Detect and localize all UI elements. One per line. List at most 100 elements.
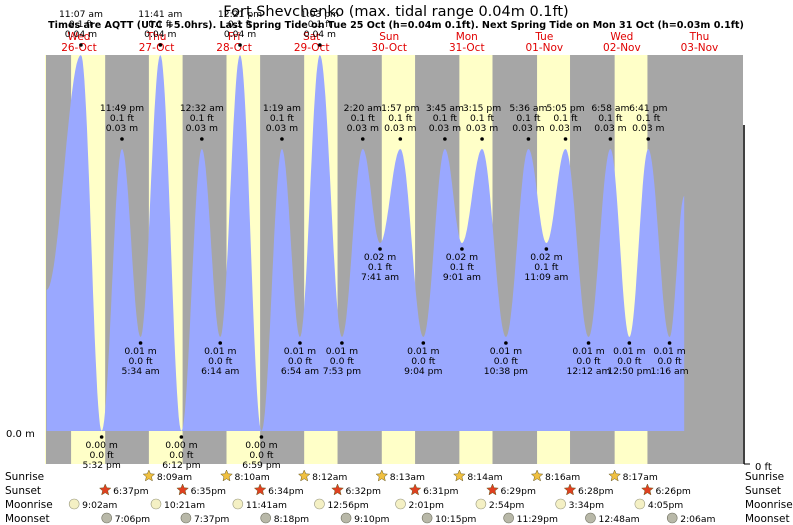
astro-row-label-left: Moonset	[5, 513, 50, 525]
high-tide-feet: 0.1 ft	[516, 113, 541, 124]
low-tide-feet: 0.0 ft	[330, 356, 355, 367]
sunset-icon	[98, 483, 112, 496]
sunrise-icon	[297, 469, 311, 482]
high-tide-feet: 0.1 ft	[308, 19, 333, 30]
low-tide-feet: 0.0 ft	[617, 356, 642, 367]
astro-time: 12:48am	[598, 514, 639, 525]
sunrise-icon	[142, 469, 156, 482]
daylight-band-start	[45, 55, 46, 464]
day-name: Thu	[689, 31, 710, 43]
high-tide-feet: 0.1 ft	[598, 113, 623, 124]
low-tide-metres: 0.01 m	[653, 346, 685, 357]
low-tide-time: 9:01 am	[443, 272, 481, 283]
astro-row-label-right: Moonrise	[745, 499, 793, 511]
astro-time: 6:34pm	[268, 486, 303, 497]
high-tide-feet: 0.1 ft	[636, 113, 661, 124]
low-tide-time: 12:50 pm	[607, 366, 651, 377]
high-tide-metres: 0.03 m	[347, 123, 379, 134]
sunrise-icon	[375, 469, 389, 482]
moonrise-icon	[555, 498, 566, 510]
astro-time: 6:31pm	[423, 486, 458, 497]
low-tide-metres: 0.01 m	[613, 346, 645, 357]
high-tide-metres: 0.03 m	[466, 123, 498, 134]
high-tide-metres: 0.03 m	[429, 123, 461, 134]
high-tide-metres: 0.03 m	[186, 123, 218, 134]
day-name: Sun	[379, 31, 399, 43]
moonset-icon	[180, 512, 192, 524]
low-tide-feet: 0.0 ft	[128, 356, 153, 367]
day-name: Fri	[228, 31, 241, 43]
high-tide-feet: 0.1 ft	[270, 113, 295, 124]
day-name: Wed	[610, 31, 633, 43]
sunrise-icon	[530, 469, 544, 482]
moonset-icon	[340, 512, 352, 524]
astro-time: 2:54pm	[489, 500, 524, 511]
sunset-icon	[563, 483, 577, 496]
high-tide-metres: 0.03 m	[384, 123, 416, 134]
high-tide-feet: 0.1 ft	[388, 113, 413, 124]
day-date: 27-Oct	[139, 42, 175, 54]
high-tide-time: 1:19 am	[263, 103, 301, 114]
day-date: 02-Nov	[603, 42, 641, 54]
astro-time: 6:29pm	[500, 486, 535, 497]
astro-time: 8:16am	[545, 472, 580, 483]
moonset-icon	[503, 512, 514, 524]
astro-row-label-right: Moonset	[745, 513, 790, 525]
high-tide-feet: 0.1 ft	[351, 113, 376, 124]
low-tide-metres: 0.02 m	[446, 252, 478, 263]
low-tide-marker	[218, 341, 223, 345]
low-tide-marker	[460, 247, 464, 251]
day-date: 03-Nov	[681, 42, 719, 54]
astro-row-label-left: Sunset	[5, 485, 41, 497]
low-tide-feet: 0.0 ft	[169, 450, 194, 461]
astro-time: 6:37pm	[113, 486, 148, 497]
high-tide-feet: 0.1 ft	[470, 113, 495, 124]
low-tide-feet: 0.0 ft	[494, 356, 519, 367]
high-tide-metres: 0.03 m	[594, 123, 626, 134]
low-tide-marker	[179, 435, 184, 439]
low-tide-metres: 0.01 m	[124, 346, 156, 357]
low-tide-marker	[667, 341, 672, 345]
astro-time: 8:18pm	[274, 514, 309, 525]
astro-time: 2:01pm	[409, 500, 444, 511]
high-tide-marker	[526, 137, 531, 141]
moonrise-icon	[314, 498, 325, 510]
sunset-icon	[331, 483, 344, 496]
day-name: Thu	[146, 31, 167, 43]
high-tide-metres: 0.03 m	[632, 123, 664, 134]
sunset-icon	[486, 483, 499, 496]
high-tide-time: 3:45 am	[426, 103, 464, 114]
high-tide-marker	[120, 137, 124, 141]
day-name: Mon	[456, 31, 478, 43]
moonrise-icon	[150, 498, 162, 510]
astro-time: 12:56pm	[327, 500, 368, 511]
high-tide-metres: 0.04 m	[304, 29, 336, 40]
low-tide-marker	[544, 247, 549, 251]
low-tide-metres: 0.01 m	[490, 346, 522, 357]
astro-time: 8:09am	[157, 472, 192, 483]
low-tide-feet: 0.1 ft	[534, 262, 559, 273]
high-tide-time: 2:20 am	[344, 103, 382, 114]
low-tide-metres: 0.00 m	[85, 440, 117, 451]
high-tide-time: 11:41 am	[138, 9, 182, 20]
low-tide-feet: 0.0 ft	[288, 356, 313, 367]
sunset-icon	[176, 483, 189, 496]
low-tide-feet: 0.1 ft	[450, 262, 475, 273]
low-tide-time: 6:54 am	[281, 366, 319, 377]
chart-subtitle: Times are AQTT (UTC +5.0hrs). Last Sprin…	[48, 20, 744, 31]
tide-curve	[46, 55, 685, 431]
low-tide-metres: 0.00 m	[165, 440, 197, 451]
day-headers: Wed26-OctThu27-OctFri28-OctSat29-OctSun3…	[61, 31, 718, 54]
high-tide-marker	[200, 137, 204, 141]
high-tide-metres: 0.04 m	[224, 29, 256, 40]
astro-time: 7:06pm	[115, 514, 150, 525]
astro-time: 8:17am	[623, 472, 658, 483]
astro-time: 8:10am	[235, 472, 270, 483]
astro-time: 8:13am	[390, 472, 425, 483]
high-tide-metres: 0.04 m	[144, 29, 176, 40]
low-tide-metres: 0.02 m	[530, 252, 562, 263]
high-tide-feet: 0.1 ft	[433, 113, 458, 124]
low-tide-feet: 0.0 ft	[576, 356, 601, 367]
low-tide-feet: 0.1 ft	[368, 262, 393, 273]
